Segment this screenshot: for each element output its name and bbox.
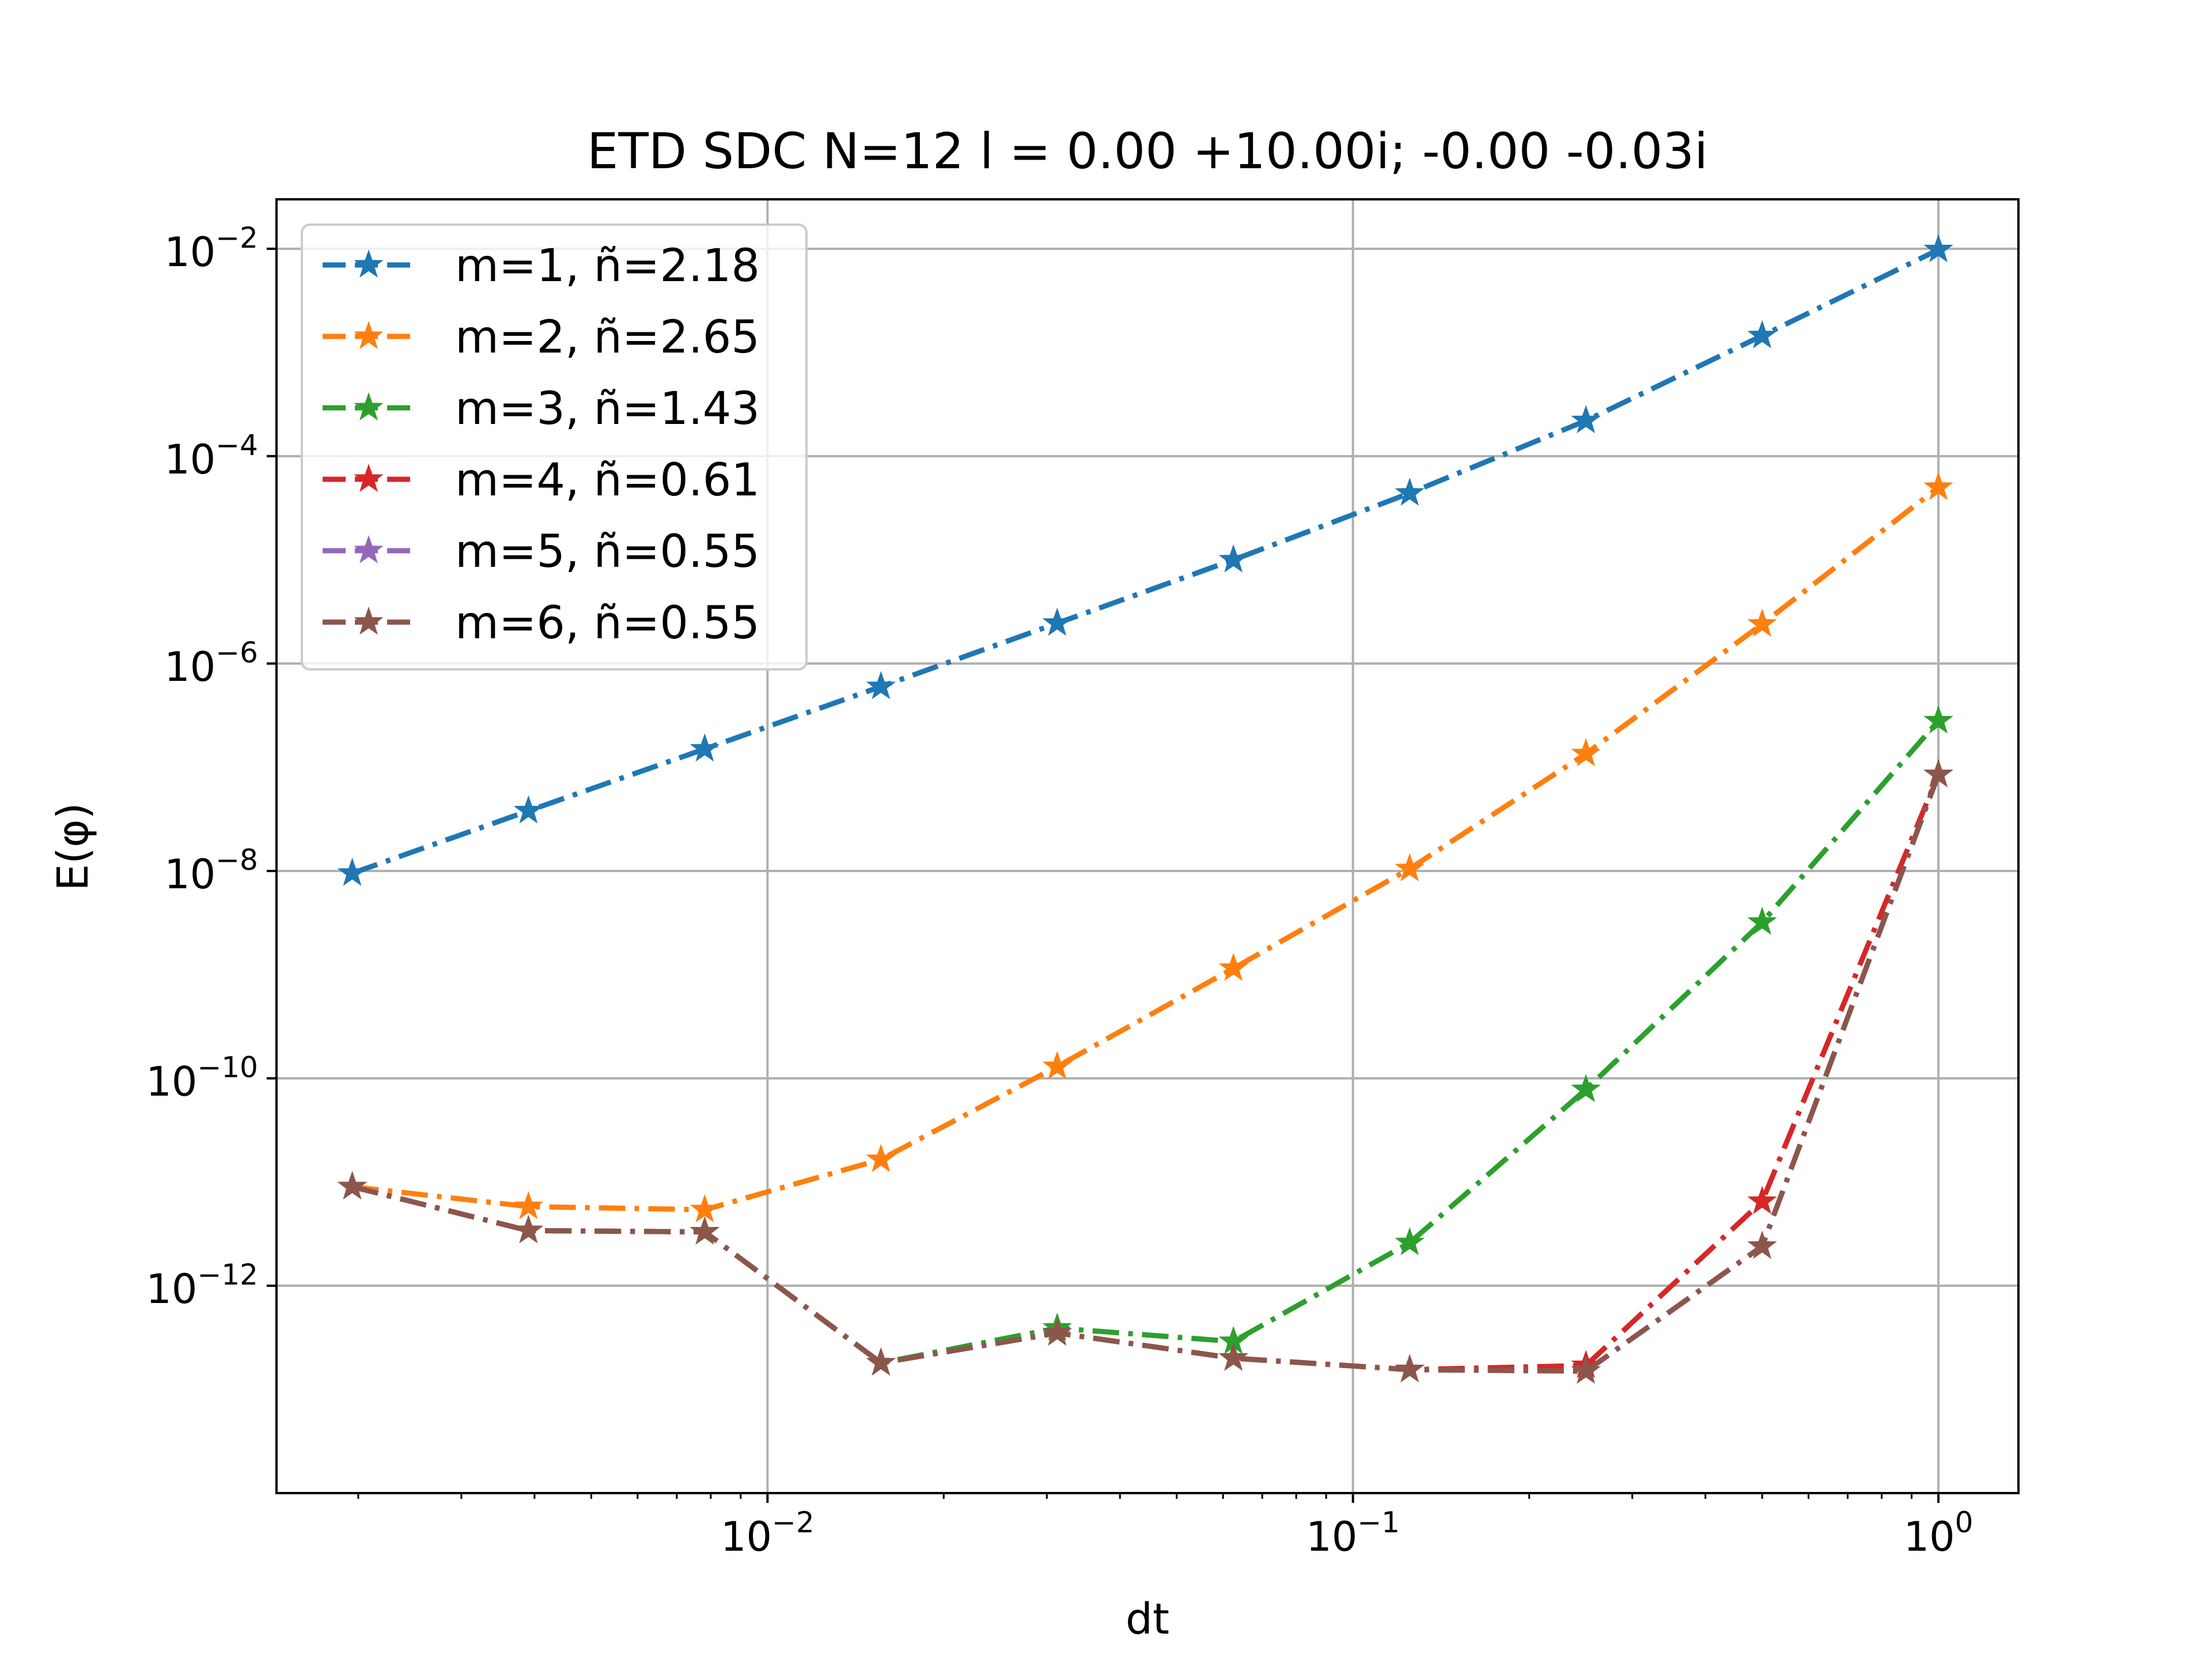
- data-point: [1747, 1185, 1777, 1214]
- data-point: [1571, 1355, 1601, 1384]
- series-line: [351, 247, 1940, 876]
- y-tick-label-base: 10: [164, 851, 215, 898]
- data-point: [1395, 478, 1425, 506]
- data-point: [513, 1215, 544, 1244]
- data-point: [1923, 472, 1953, 500]
- data-point: [337, 1171, 368, 1200]
- data-point: [1923, 759, 1953, 787]
- legend-marker: [354, 249, 384, 278]
- data-point: [690, 733, 720, 762]
- x-axis-label: dt: [1126, 1594, 1169, 1644]
- legend-label: m=5, ñ=0.55: [455, 526, 760, 578]
- y-axis-label: E(φ): [48, 802, 98, 891]
- y-tick-label: 10−4: [164, 429, 258, 483]
- data-point: [513, 1191, 544, 1219]
- x-tick-label-base: 10: [1306, 1513, 1357, 1560]
- legend: m=1, ñ=2.18 m=2, ñ=2.65 m=3, ñ=1.43 m=4, ñ=…: [301, 224, 808, 671]
- data-point: [1571, 738, 1601, 767]
- data-point: [1218, 1342, 1248, 1371]
- legend-label: m=6, ñ=0.55: [455, 597, 760, 649]
- data-point: [1042, 1317, 1073, 1346]
- legend-entry: m=5, ñ=0.55: [323, 526, 760, 578]
- data-point: [1747, 906, 1777, 935]
- legend-marker: [354, 320, 384, 349]
- data-point: [1395, 1227, 1425, 1256]
- plot-frame: [275, 198, 2020, 1494]
- y-tick-label: 10−2: [164, 221, 258, 276]
- x-tick-label: 100: [1904, 1506, 1974, 1560]
- legend-label: m=1, ñ=2.18: [455, 240, 760, 292]
- data-point: [866, 671, 896, 699]
- data-point: [1923, 234, 1953, 263]
- legend-marker: [354, 463, 384, 492]
- data-point: [1218, 544, 1248, 573]
- legend-entry: m=4, ñ=0.61: [323, 454, 760, 506]
- x-tick-label-base: 10: [721, 1513, 772, 1560]
- legend-marker: [354, 606, 384, 635]
- data-point: [337, 857, 368, 886]
- data-point: [1395, 1354, 1425, 1382]
- series-line: [351, 774, 1941, 1374]
- data-point: [690, 1216, 720, 1245]
- x-tick-label-base: 10: [1904, 1513, 1955, 1560]
- x-tick-label: 10−1: [1306, 1506, 1400, 1560]
- x-tick-label-exponent: −1: [1357, 1506, 1400, 1539]
- y-tick-label-exponent: −10: [197, 1051, 258, 1084]
- data-point: [1571, 1074, 1601, 1103]
- legend-label: m=3, ñ=1.43: [455, 383, 760, 435]
- series-6: [337, 759, 1953, 1384]
- y-tick-label-base: 10: [164, 643, 215, 691]
- y-tick-label-exponent: −6: [215, 636, 258, 669]
- legend-entry: m=2, ñ=2.65: [323, 312, 760, 363]
- data-point: [1218, 952, 1249, 981]
- data-point: [1747, 1230, 1777, 1259]
- legend-label: m=4, ñ=0.61: [455, 454, 760, 506]
- data-point: [690, 1194, 720, 1223]
- y-tick-label: 10−12: [146, 1258, 258, 1313]
- y-tick-label-base: 10: [164, 229, 215, 276]
- y-tick-label-exponent: −4: [215, 429, 258, 462]
- x-tick-label-exponent: −2: [772, 1506, 815, 1539]
- x-tick-label-exponent: 0: [1955, 1506, 1974, 1539]
- data-point: [1747, 608, 1777, 637]
- y-tick-label-base: 10: [146, 1266, 197, 1313]
- data-point: [1042, 607, 1073, 636]
- data-point: [1923, 705, 1953, 734]
- legend-label: m=2, ñ=2.65: [455, 312, 760, 363]
- y-tick-label: 10−6: [164, 636, 258, 691]
- legend-entry: m=6, ñ=0.55: [323, 597, 760, 649]
- legend-marker: [354, 535, 384, 563]
- data-point: [1395, 853, 1425, 881]
- chart-title: ETD SDC N=12 l = 0.00 +10.00i; -0.00 -0.…: [587, 123, 1708, 180]
- x-tick-label: 10−2: [721, 1506, 815, 1560]
- data-point: [1571, 405, 1601, 434]
- y-tick-label-exponent: −12: [197, 1258, 258, 1291]
- data-point: [866, 1143, 896, 1172]
- data-point: [1042, 1051, 1073, 1080]
- y-tick-label: 10−10: [146, 1051, 258, 1105]
- y-tick-label-base: 10: [164, 436, 215, 483]
- legend-box: [301, 224, 808, 671]
- legend-marker: [354, 392, 384, 421]
- y-tick-label: 10−8: [164, 843, 258, 898]
- legend-entry: m=1, ñ=2.18: [323, 240, 760, 292]
- y-tick-label-base: 10: [146, 1058, 197, 1105]
- data-point: [1747, 320, 1777, 349]
- data-point: [866, 1347, 896, 1376]
- plot-series: [337, 234, 1953, 1384]
- series-1: [337, 234, 1953, 886]
- data-point: [513, 795, 544, 824]
- y-tick-label-exponent: −2: [215, 221, 258, 255]
- y-tick-label-exponent: −8: [215, 843, 258, 877]
- legend-entry: m=3, ñ=1.43: [323, 383, 760, 435]
- series-line: [351, 485, 1940, 1213]
